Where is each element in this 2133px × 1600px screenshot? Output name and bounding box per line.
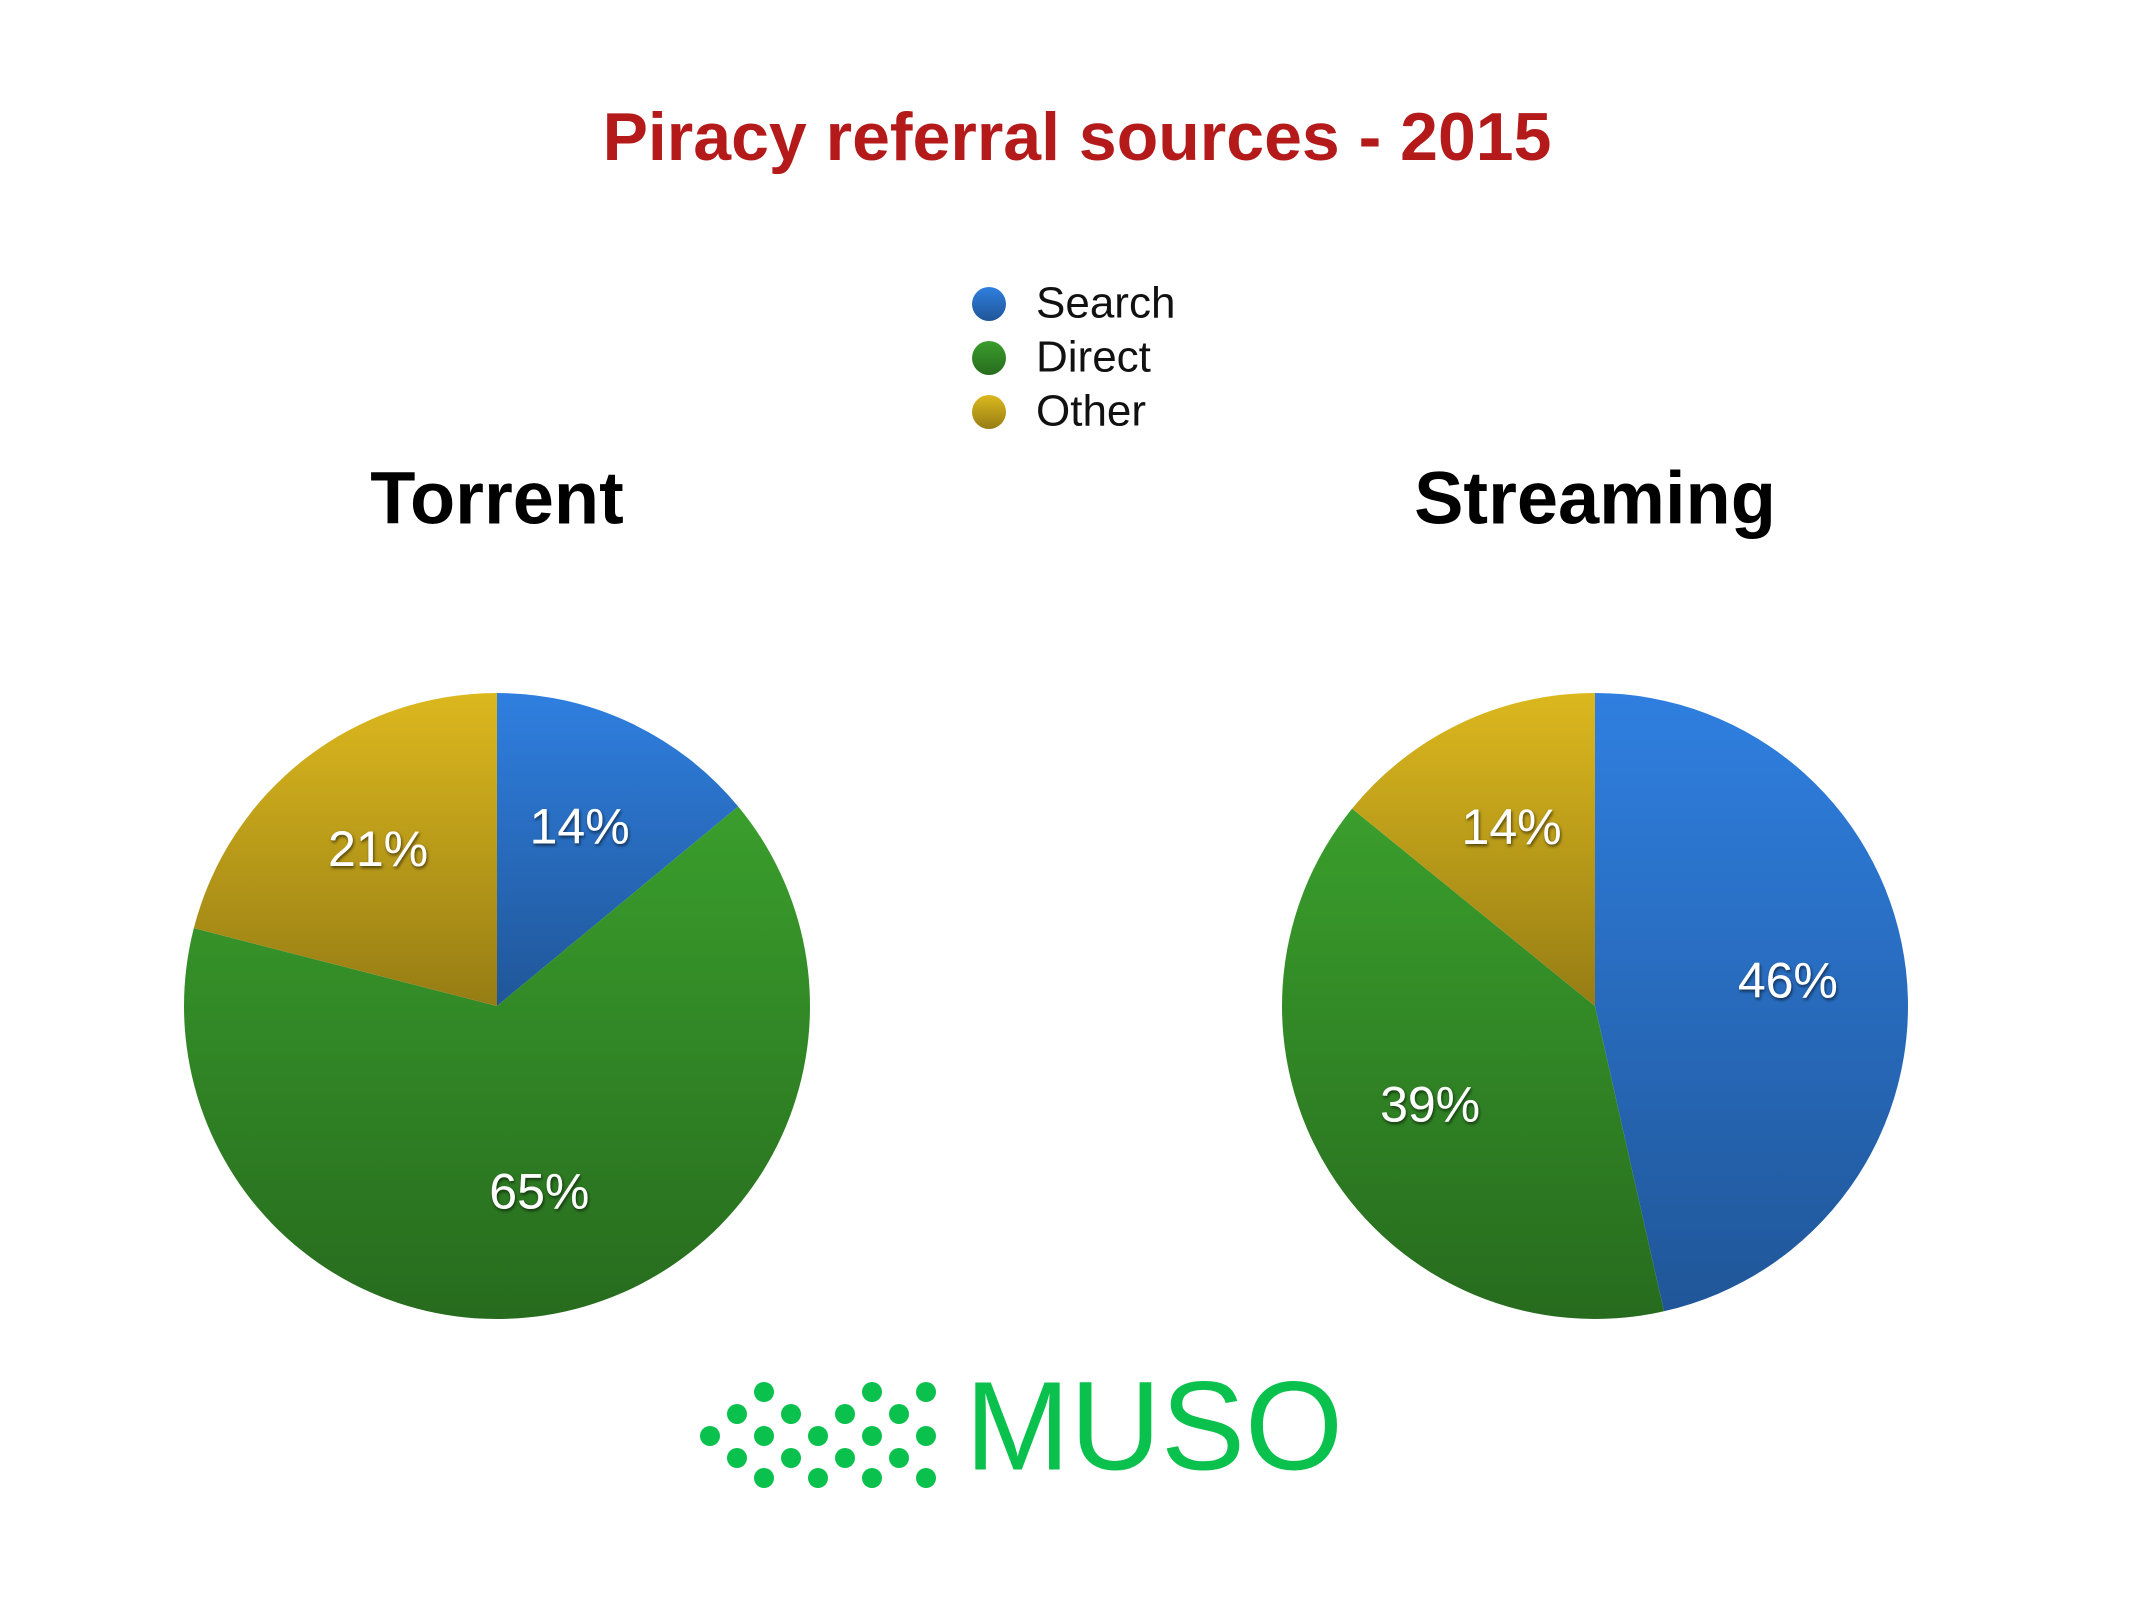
pie-slice [1282,808,1664,1319]
value-label: 14% [530,799,630,855]
logo-dot [862,1468,882,1488]
legend: Search Direct Other [972,279,1175,436]
logo-dot [808,1468,828,1488]
pie-slice [183,806,810,1319]
logo: MUSO [700,1355,1343,1496]
value-label: 21% [328,821,428,877]
logo-dot [781,1404,801,1424]
logo-dot [700,1426,720,1446]
logo-dot [754,1382,774,1402]
legend-label: Direct [1036,333,1151,382]
logo-dot [889,1448,909,1468]
pie-slice [497,693,739,1006]
pie-chart: Streaming 46% 39% 14% [1282,457,1909,1319]
logo-text: MUSO [965,1355,1343,1496]
logo-dot [835,1448,855,1468]
logo-dot [727,1404,747,1424]
logo-dot [916,1468,936,1488]
logo-dot [835,1404,855,1424]
logo-dot [862,1426,882,1446]
legend-marker [972,341,1006,375]
logo-dot [916,1382,936,1402]
chart-title: Piracy referral sources - 2015 [603,99,1552,175]
value-label: 39% [1380,1077,1480,1133]
legend-marker [972,287,1006,321]
legend-label: Other [1036,387,1146,436]
pie-chart: Torrent 14% 65% 21% [183,457,810,1319]
pie-title: Torrent [370,457,624,540]
logo-dot [808,1426,828,1446]
logo-dot [889,1404,909,1424]
logo-dot [754,1426,774,1446]
logo-dot [862,1382,882,1402]
pie-title: Streaming [1414,457,1776,540]
value-label: 14% [1462,799,1562,855]
legend-marker [972,395,1006,429]
legend-label: Search [1036,279,1175,328]
pie-slice [1595,693,1909,1312]
pie-slice [193,693,497,1006]
logo-dot [727,1448,747,1468]
logo-dot [754,1468,774,1488]
logo-dot [781,1448,801,1468]
value-label: 65% [489,1164,589,1220]
pie-slice [1352,693,1595,1006]
logo-dot [916,1426,936,1446]
value-label: 46% [1738,953,1838,1009]
